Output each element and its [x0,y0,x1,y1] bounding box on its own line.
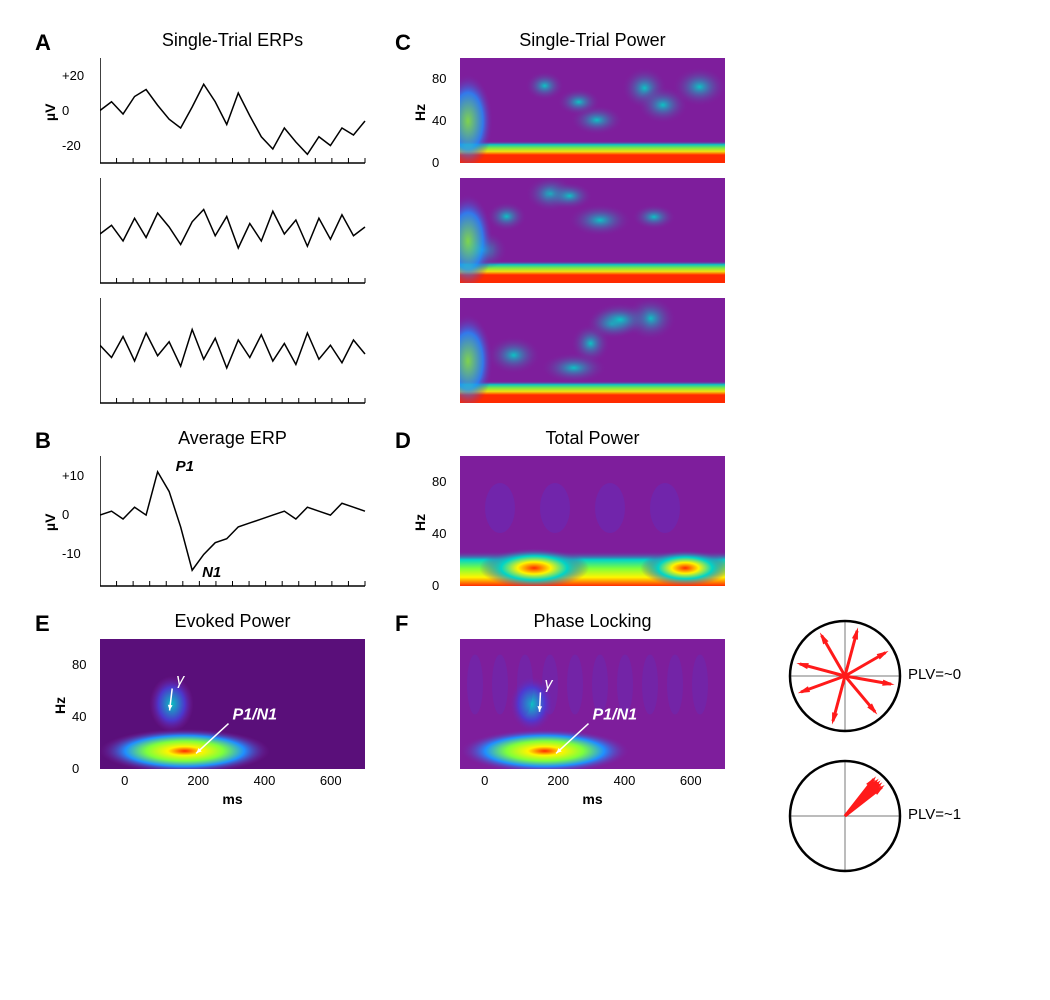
panel-title-C: Single-Trial Power [460,30,725,51]
y-axis-label: Hz [412,103,428,120]
panel-title-D: Total Power [460,428,725,449]
xtick: 0 [121,773,128,788]
ytick: 0 [432,155,439,170]
ytick: 40 [432,113,446,128]
y-axis-label: µV [42,514,58,531]
xtick: 0 [481,773,488,788]
y-axis-label: Hz [52,697,68,714]
ytick: -20 [62,138,81,153]
ytick: 40 [432,526,446,541]
ytick: 0 [72,761,79,776]
annotation-text: γ [176,672,185,689]
x-axis-label: ms [460,791,725,807]
xtick: 600 [320,773,342,788]
spectrogram [460,298,725,403]
panel-title-E: Evoked Power [100,611,365,632]
spectrogram [460,178,725,283]
spectrogram: γ P1/N1 [100,639,365,769]
plv-diagram [787,758,903,874]
panel-title-A: Single-Trial ERPs [100,30,365,51]
panel-label-F: F [395,611,408,637]
annotation-text: P1/N1 [233,707,278,724]
line-chart [100,178,366,284]
xtick: 200 [547,773,569,788]
annotation-text: γ [544,675,553,692]
annotation: N1 [202,564,221,581]
panel-title-F: Phase Locking [460,611,725,632]
panel-label-C: C [395,30,411,56]
ytick: 80 [72,657,86,672]
ytick: +10 [62,468,84,483]
spectrogram [460,456,725,586]
ytick: 0 [62,103,69,118]
ytick: 80 [432,71,446,86]
y-axis-label: Hz [412,514,428,531]
line-chart [100,58,366,164]
panel-title-B: Average ERP [100,428,365,449]
line-chart [100,456,366,587]
spectrogram [460,58,725,163]
annotation: P1 [176,458,194,475]
xtick: 600 [680,773,702,788]
panel-label-B: B [35,428,51,454]
spectrogram: γ P1/N1 [460,639,725,769]
xtick: 400 [254,773,276,788]
y-axis-label: µV [42,103,58,120]
ytick: +20 [62,68,84,83]
plv-label: PLV=~0 [908,666,961,683]
xtick: 200 [187,773,209,788]
ytick: 40 [72,709,86,724]
line-chart [100,298,366,404]
panel-label-A: A [35,30,51,56]
xtick: 400 [614,773,636,788]
plv-label: PLV=~1 [908,806,961,823]
plv-diagram [787,618,903,734]
annotation-text: P1/N1 [593,707,638,724]
ytick: 0 [62,507,69,522]
ytick: 80 [432,474,446,489]
x-axis-label: ms [100,791,365,807]
ytick: -10 [62,546,81,561]
figure-root: A Single-Trial ERPs +20 0 -20 µV C Single-Trial… [20,20,1030,980]
panel-label-D: D [395,428,411,454]
ytick: 0 [432,578,439,593]
panel-label-E: E [35,611,50,637]
